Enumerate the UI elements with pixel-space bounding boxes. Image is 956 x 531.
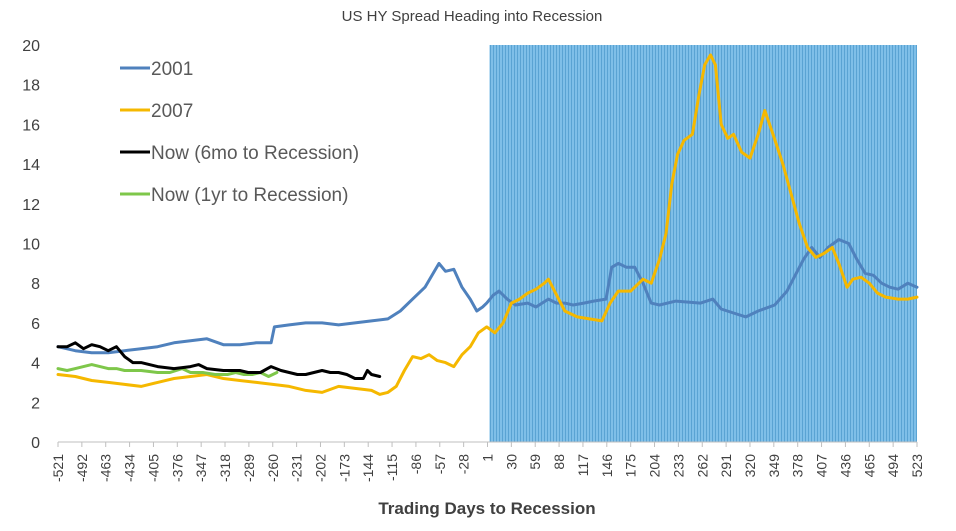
x-tick-label: -57	[432, 454, 448, 474]
y-tick-label: 14	[22, 157, 40, 174]
x-tick-label: -144	[360, 454, 376, 482]
legend: 2001 2007 Now (6mo to Recession) Now (1yr t…	[120, 59, 359, 206]
y-tick-label: 0	[31, 435, 40, 452]
y-tick-label: 4	[31, 356, 40, 373]
legend-label: 2001	[151, 59, 193, 80]
axes: 0 2 4 6 8 10 12 14 16 18 20 -521 -492 -463 -434 -405 -37…	[22, 38, 925, 482]
x-tick-label: 175	[623, 454, 639, 478]
x-tick-label: 233	[670, 454, 686, 478]
x-axis-label: Trading Days to Recession	[378, 499, 595, 518]
x-tick-label: 146	[599, 454, 615, 478]
x-tick-label: 1	[480, 454, 496, 462]
x-tick-label: 291	[718, 454, 734, 478]
legend-label: Now (1yr to Recession)	[151, 185, 348, 206]
x-tick-label: -463	[98, 454, 114, 482]
y-tick-label: 2	[31, 395, 40, 412]
x-tick-label: 523	[909, 454, 925, 478]
series-line-4	[56, 363, 279, 378]
x-tick-label: -347	[193, 454, 209, 482]
y-tick-label: 12	[22, 197, 40, 214]
x-tick-label: 407	[814, 454, 830, 478]
x-tick-label: -173	[336, 454, 352, 482]
x-tick-label: -405	[145, 454, 161, 482]
x-tick-label: 204	[647, 454, 663, 478]
x-tick-label: -318	[217, 454, 233, 482]
x-tick-label: 59	[527, 454, 543, 470]
x-tick-label: 88	[551, 454, 567, 470]
x-tick-label: -492	[74, 454, 90, 482]
x-tick-label: -289	[241, 454, 257, 482]
series-line-1	[56, 238, 919, 355]
x-tick-label: -231	[289, 454, 305, 482]
chart-title: US HY Spread Heading into Recession	[342, 8, 603, 25]
x-tick-label: 349	[766, 454, 782, 478]
x-tick-label: -86	[408, 454, 424, 474]
series-line-2	[56, 53, 919, 396]
x-tick-label: 465	[861, 454, 877, 478]
y-tick-label: 10	[22, 237, 40, 254]
series-layer	[56, 53, 919, 396]
x-tick-label: 378	[790, 454, 806, 478]
x-tick-label: -260	[265, 454, 281, 482]
x-tick-label: -28	[456, 454, 472, 474]
x-tick-label: 436	[837, 454, 853, 478]
y-tick-label: 18	[22, 78, 40, 95]
x-tick-label: -434	[122, 454, 138, 482]
recession-shade-layer	[489, 45, 917, 442]
y-tick-label: 20	[22, 38, 40, 55]
legend-label: Now (6mo to Recession)	[151, 143, 359, 164]
x-tick-label: -376	[169, 454, 185, 482]
y-tick-label: 16	[22, 117, 40, 134]
series-line-3	[56, 341, 382, 380]
x-tick-label: -521	[50, 454, 66, 482]
y-tick-label: 8	[31, 276, 40, 293]
x-tick-label: 117	[575, 454, 591, 477]
x-tick-label: 320	[742, 454, 758, 478]
x-tick-label: -115	[384, 454, 400, 481]
legend-label: 2007	[151, 101, 193, 122]
x-tick-label: 494	[885, 454, 901, 478]
x-tick-label: -202	[312, 454, 328, 482]
recession-shade-hatch	[489, 45, 917, 442]
x-tick-label: 262	[694, 454, 710, 478]
y-tick-label: 6	[31, 316, 40, 333]
x-tick-label: 30	[503, 454, 519, 470]
